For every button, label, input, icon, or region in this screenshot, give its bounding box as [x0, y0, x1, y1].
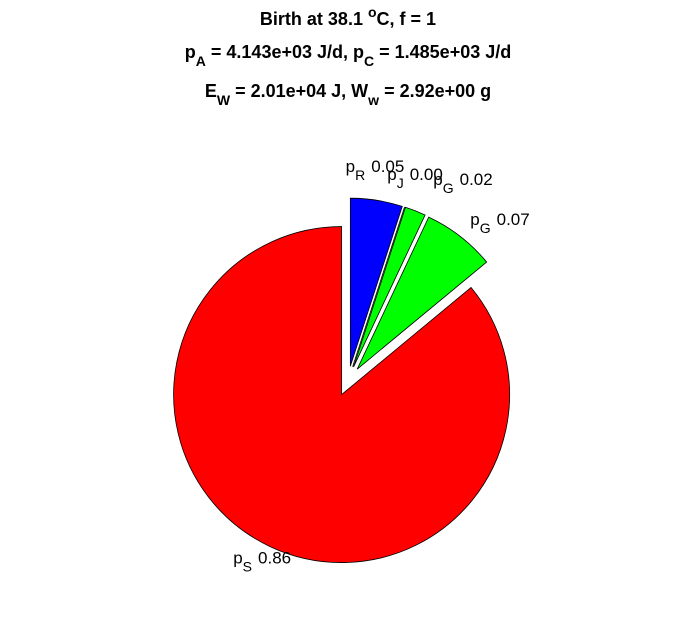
title-text: = 2.92e+00 g — [379, 81, 491, 101]
title-subscript: W — [217, 92, 231, 108]
slice-value-label: 0.07 — [497, 210, 530, 229]
title-line: Birth at 38.1 oC, f = 1 — [260, 4, 436, 29]
title-subscript: C — [364, 53, 374, 69]
title-line: EW = 2.01e+04 J, Ww = 2.92e+00 g — [205, 81, 491, 108]
title-text: C, f = 1 — [377, 9, 437, 29]
slice-label-subscript: G — [480, 220, 491, 236]
slice-label-subscript: G — [443, 180, 454, 196]
title-subscript: A — [196, 53, 206, 69]
slice-label-name: p — [233, 548, 242, 567]
slice-value-label: 0.00 — [410, 165, 443, 184]
title-line: pA = 4.143e+03 J/d, pC = 1.485e+03 J/d — [185, 42, 511, 69]
pie-slice — [356, 216, 488, 370]
pie-slice — [173, 226, 511, 563]
slice-value-label: 0.86 — [258, 548, 291, 567]
slice-label: pJ 0.00 — [387, 165, 443, 191]
slice-label-name: p — [387, 165, 396, 184]
pie-slice — [352, 206, 405, 367]
slice-label: pS 0.86 — [233, 548, 291, 574]
slice-label-name: p — [346, 157, 355, 176]
title-text: = 1.485e+03 J/d — [374, 42, 511, 62]
title-text: = 4.143e+03 J/d, p — [206, 42, 364, 62]
slice-label-name: p — [470, 210, 479, 229]
title-superscript: o — [368, 4, 377, 20]
slice-label: pG 0.07 — [470, 210, 529, 236]
title-text: E — [205, 81, 217, 101]
slice-label-subscript: J — [397, 175, 404, 191]
slice-value-label: 0.02 — [460, 170, 493, 189]
slice-label-name: p — [433, 170, 442, 189]
pie-slice — [349, 197, 403, 367]
slice-label: pR 0.05 — [346, 157, 405, 183]
title-text: Birth at 38.1 — [260, 9, 368, 29]
title-text: p — [185, 42, 196, 62]
pie-slice — [353, 206, 426, 368]
slice-label-subscript: R — [355, 167, 365, 183]
slice-value-label: 0.05 — [371, 157, 404, 176]
slice-label-subscript: S — [243, 558, 252, 574]
title-subscript: w — [367, 92, 379, 108]
title-text: = 2.01e+04 J, W — [230, 81, 368, 101]
slice-label: pG 0.02 — [433, 170, 492, 196]
